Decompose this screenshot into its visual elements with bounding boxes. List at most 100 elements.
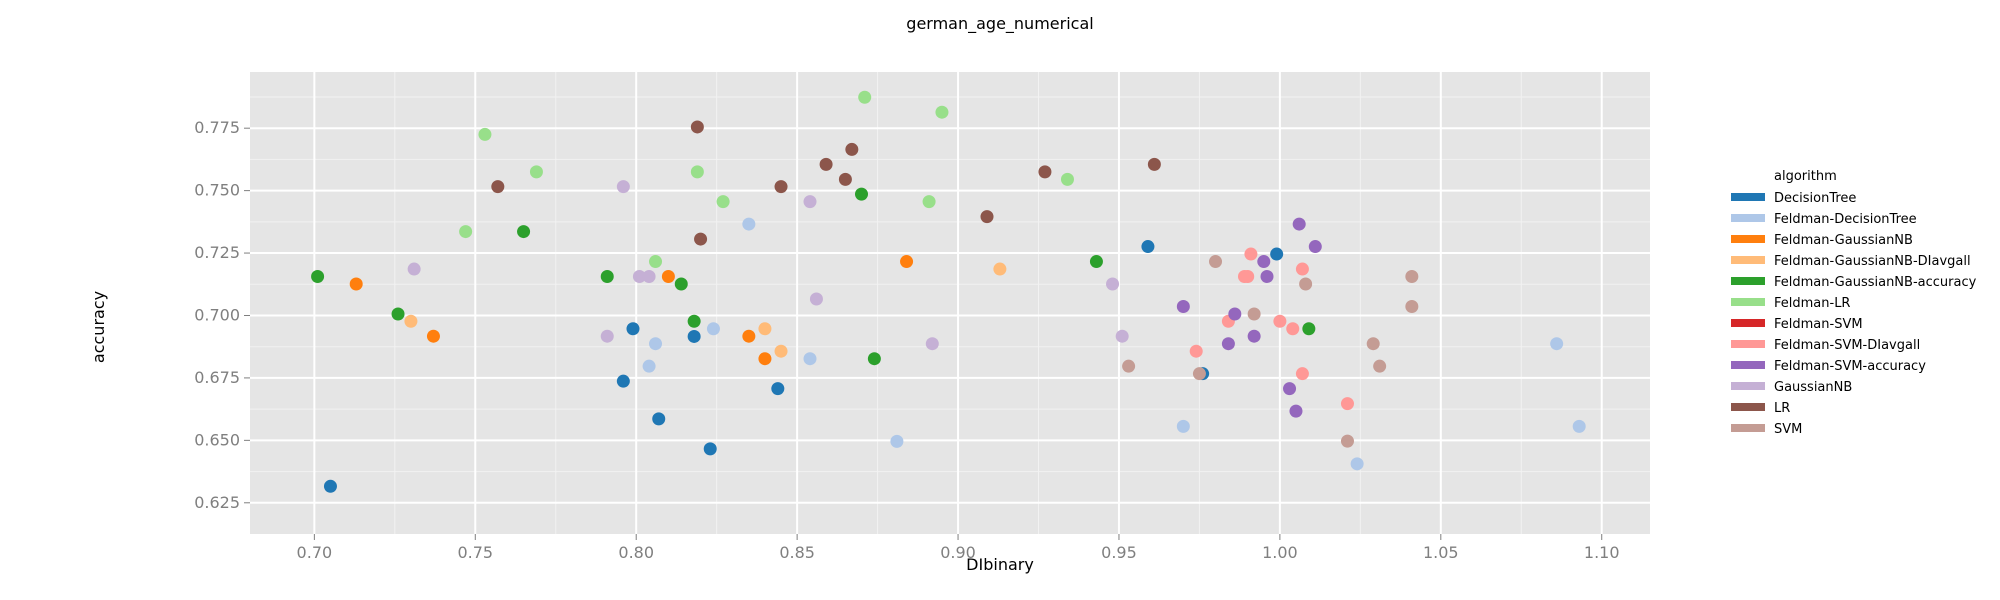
legend-label: Feldman-GaussianNB-accuracy [1774, 275, 1977, 290]
y-axis-label: accuracy [89, 291, 108, 363]
data-point [1244, 247, 1258, 261]
legend-label: SVM [1774, 422, 1802, 437]
data-point [661, 270, 675, 284]
data-point [690, 165, 704, 179]
series-feldman-lr [459, 90, 1074, 269]
series-feldman-svm-diavgall [1189, 247, 1354, 411]
data-point [867, 352, 881, 366]
data-point [890, 434, 904, 448]
data-point [600, 329, 614, 343]
data-point [993, 262, 1007, 276]
data-point [478, 127, 492, 141]
series-feldman-svm-accuracy [1176, 217, 1322, 418]
data-point [642, 270, 656, 284]
legend-label: Feldman-GaussianNB-DIavgall [1774, 254, 1971, 269]
data-point [687, 329, 701, 343]
data-point [774, 180, 788, 194]
legend-title: algorithm [1774, 169, 1837, 184]
data-point [1115, 329, 1129, 343]
series-svm [1122, 255, 1419, 448]
data-point [349, 277, 363, 291]
data-point [1286, 322, 1300, 336]
data-point [925, 337, 939, 351]
minor-gridlines [250, 72, 1650, 534]
x-axis-label: DIbinary [966, 555, 1034, 574]
data-point [803, 195, 817, 209]
data-point [1295, 262, 1309, 276]
x-tick-label: 1.00 [1262, 543, 1298, 562]
y-tick-label: 0.650 [194, 430, 240, 449]
legend-swatch [1731, 235, 1765, 243]
data-point [1302, 322, 1316, 336]
data-point [1209, 255, 1223, 269]
data-point [845, 142, 859, 156]
chart-title: german_age_numerical [906, 14, 1093, 34]
data-point [1247, 329, 1261, 343]
data-point [690, 120, 704, 134]
data-point [1366, 337, 1380, 351]
scatter-points [311, 90, 1586, 493]
data-point [1189, 344, 1203, 358]
series-feldman-decisiontree [642, 217, 1586, 471]
legend-swatch [1731, 193, 1765, 201]
data-point [1260, 270, 1274, 284]
data-point [600, 270, 614, 284]
data-point [980, 210, 994, 224]
data-point [1308, 240, 1322, 254]
data-point [716, 195, 730, 209]
legend-label: GaussianNB [1774, 380, 1852, 395]
x-tick-label: 0.90 [940, 543, 976, 562]
data-point [1147, 157, 1161, 171]
data-point [407, 262, 421, 276]
legend-swatch [1731, 319, 1765, 327]
legend-swatch [1731, 298, 1765, 306]
data-point [616, 374, 630, 388]
data-point [1228, 307, 1242, 321]
legend-label: Feldman-SVM-accuracy [1774, 359, 1926, 374]
series-feldman-gaussiannb [349, 255, 914, 366]
data-point [1572, 419, 1586, 433]
data-point [838, 172, 852, 186]
y-tick-label: 0.625 [194, 493, 240, 512]
data-point [803, 352, 817, 366]
legend-label: Feldman-GaussianNB [1774, 233, 1913, 248]
x-tick-label: 0.85 [779, 543, 815, 562]
data-point [1340, 434, 1354, 448]
data-point [854, 187, 868, 201]
data-point [1176, 419, 1190, 433]
data-point [642, 359, 656, 373]
y-tick-label: 0.675 [194, 368, 240, 387]
data-point [1295, 367, 1309, 381]
data-point [1089, 255, 1103, 269]
data-point [459, 225, 473, 239]
data-point [649, 255, 663, 269]
data-point [652, 412, 666, 426]
data-point [1176, 299, 1190, 313]
data-point [1241, 270, 1255, 284]
legend: algorithm DecisionTree Feldman-DecisionTr… [1731, 169, 1977, 437]
data-point [1299, 277, 1313, 291]
data-point [517, 225, 531, 239]
legend-swatch [1731, 361, 1765, 369]
data-point [616, 180, 630, 194]
series-gaussiannb [407, 180, 1129, 351]
data-point [1289, 404, 1303, 418]
data-point [1270, 247, 1284, 261]
legend-label: Feldman-DecisionTree [1774, 212, 1917, 227]
data-point [1350, 457, 1364, 471]
data-point [1192, 367, 1206, 381]
data-point [1038, 165, 1052, 179]
data-point [758, 352, 772, 366]
data-point [649, 337, 663, 351]
data-point [1257, 255, 1271, 269]
x-tick-label: 1.10 [1584, 543, 1620, 562]
data-point [674, 277, 688, 291]
data-point [1550, 337, 1564, 351]
data-point [311, 270, 325, 284]
data-point [1247, 307, 1261, 321]
y-tick-label: 0.725 [194, 243, 240, 262]
data-point [758, 322, 772, 336]
data-point [694, 232, 708, 246]
legend-label: Feldman-LR [1774, 296, 1850, 311]
legend-swatch [1731, 403, 1765, 411]
